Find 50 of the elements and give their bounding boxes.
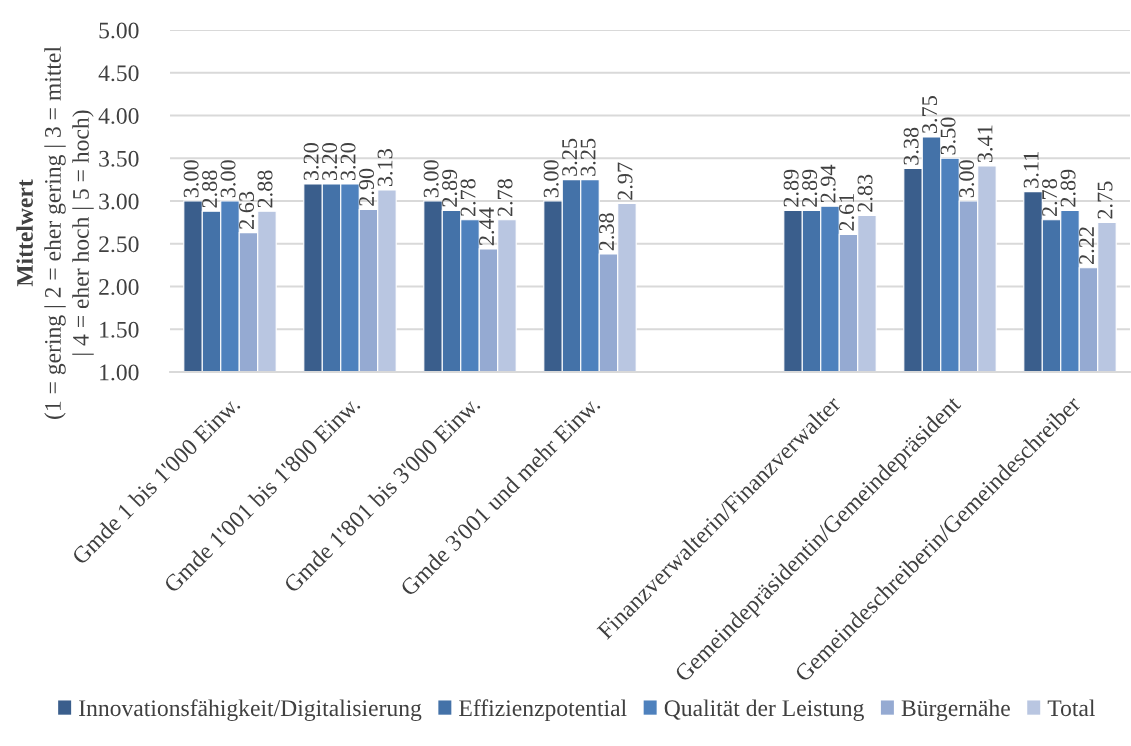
- data-label: 2.97: [617, 162, 633, 200]
- data-label: 2.89: [442, 169, 458, 207]
- legend-label: Total: [1047, 699, 1095, 717]
- y-tick-label: 1.00: [100, 364, 139, 381]
- data-label: 3.20: [322, 143, 338, 181]
- data-label: 2.22: [1079, 227, 1095, 264]
- data-label: 2.78: [460, 178, 476, 217]
- data-label: 3.00: [959, 160, 975, 198]
- data-label: 2.88: [202, 170, 218, 208]
- data-label: 3.20: [303, 143, 319, 181]
- data-label: 2.83: [857, 174, 873, 212]
- data-label: 3.20: [340, 143, 356, 181]
- data-label: 2.90: [359, 168, 375, 206]
- data-label: 3.38: [903, 127, 919, 165]
- y-tick-label: 3.00: [99, 193, 139, 210]
- y-axis-title: Mittelwert (1 = gering | 2 = eher gering | 3 = mittel | 4 = eher hoch | 5 = hoch): [16, 46, 94, 419]
- data-label: 2.88: [257, 170, 273, 208]
- data-label: 2.89: [1060, 169, 1076, 207]
- y-tick-label: 5.00: [99, 22, 139, 39]
- data-label: 2.78: [497, 178, 513, 217]
- data-label: 3.75: [922, 96, 938, 134]
- legend-label: Innovationsfähigkeit/Digitalisierung: [79, 699, 422, 722]
- data-label: 2.61: [839, 194, 855, 231]
- data-label: 2.44: [479, 207, 495, 246]
- data-label: 3.25: [562, 138, 578, 176]
- legend-label: Effizienzpotential: [459, 699, 627, 721]
- legend-label: Qualität der Leistung: [664, 699, 864, 722]
- y-tick-label: 4.50: [98, 65, 139, 82]
- data-label: 3.41: [977, 125, 993, 163]
- data-label: 2.89: [783, 169, 799, 207]
- data-label: 3.00: [543, 160, 559, 198]
- data-label: 2.94: [820, 164, 836, 203]
- legend-label: Bürgernähe: [901, 699, 1010, 722]
- data-label: 3.00: [423, 160, 439, 198]
- y-tick-label: 2.50: [99, 236, 139, 253]
- y-tick-label: 3.50: [99, 150, 139, 167]
- data-label: 3.50: [940, 117, 956, 155]
- data-label: 3.11: [1023, 152, 1039, 188]
- y-tick-label: 2.00: [99, 278, 139, 296]
- y-tick-label: 1.50: [100, 321, 139, 338]
- data-label: 3.13: [377, 149, 393, 187]
- data-label: 2.63: [239, 191, 255, 229]
- data-label: 2.38: [599, 213, 615, 251]
- data-label: 3.00: [220, 160, 236, 198]
- y-tick-label: 4.00: [98, 107, 139, 125]
- data-label: 2.75: [1097, 181, 1113, 219]
- data-label: 3.00: [183, 160, 199, 198]
- data-label: 2.89: [802, 169, 818, 207]
- data-label: 2.78: [1042, 178, 1058, 217]
- data-label: 3.25: [580, 138, 596, 176]
